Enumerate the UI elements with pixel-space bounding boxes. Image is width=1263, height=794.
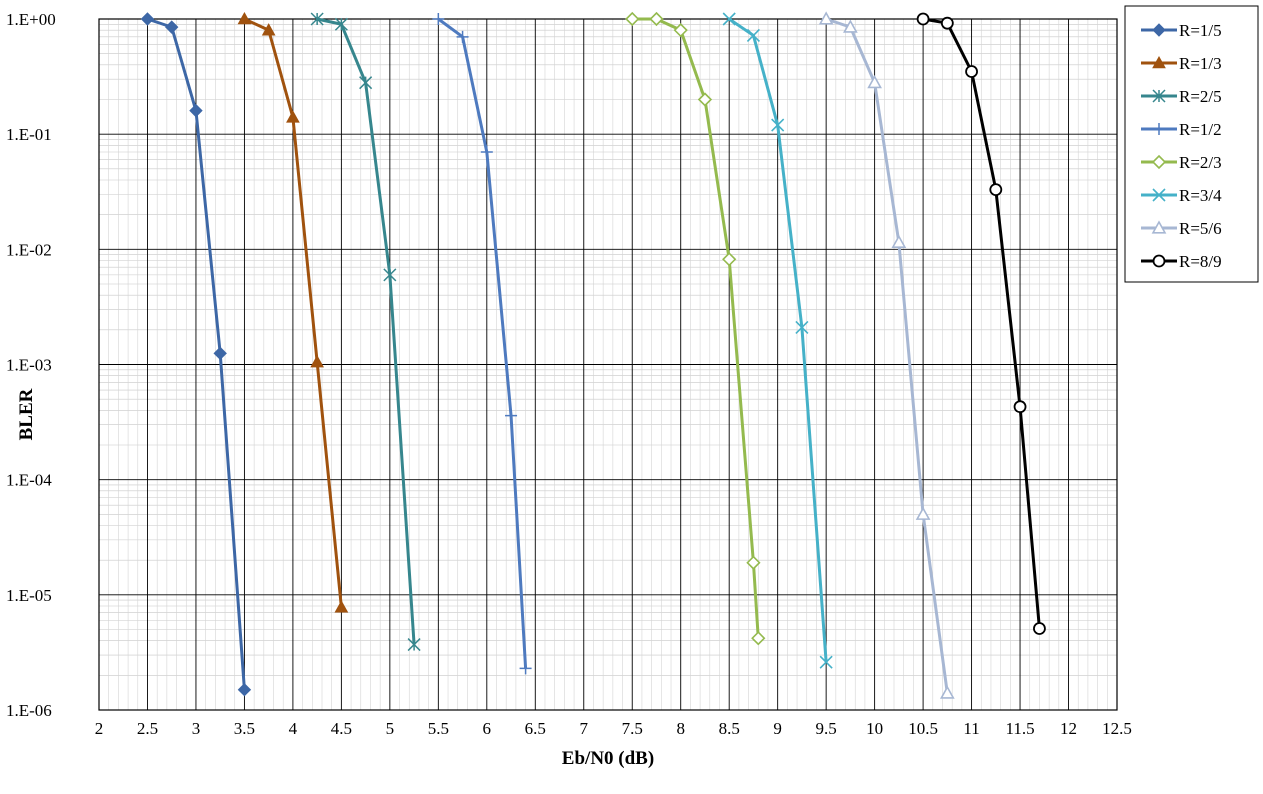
series-r-1-2 (432, 13, 531, 674)
data-point (990, 184, 1001, 195)
data-point (141, 13, 153, 25)
data-point (650, 13, 662, 25)
data-point (238, 684, 250, 696)
series-line (438, 19, 525, 668)
data-point (335, 601, 347, 612)
y-tick-label: 1.E-04 (6, 471, 52, 490)
x-tick-label: 9.5 (816, 719, 837, 738)
series-line (632, 19, 758, 638)
legend-marker (1154, 256, 1165, 267)
data-point (869, 77, 881, 88)
x-tick-label: 11 (963, 719, 979, 738)
data-point (360, 77, 372, 89)
data-point (166, 21, 178, 33)
y-axis-title: BLER (16, 388, 37, 440)
legend-box (1125, 6, 1258, 282)
legend-label: R=1/3 (1179, 54, 1222, 73)
data-point (520, 662, 532, 674)
x-tick-label: 5.5 (428, 719, 449, 738)
data-point (287, 111, 299, 122)
x-tick-label: 12 (1060, 719, 1077, 738)
y-tick-label: 1.E-01 (6, 125, 52, 144)
y-tick-label: 1.E+00 (6, 10, 56, 29)
legend-label: R=2/5 (1179, 87, 1222, 106)
legend-label: R=1/2 (1179, 120, 1222, 139)
x-tick-label: 9 (773, 719, 782, 738)
x-tick-label: 7.5 (622, 719, 643, 738)
y-axis-ticks: 1.E+00 1.E-01 1.E-02 1.E-03 1.E-04 1.E-05 1.E-… (6, 10, 56, 720)
legend: R=1/5 R=1/3 R=2/5 R=1/2 R=2/3 R=3/4 R=5/6 R=8/9 (1125, 6, 1258, 282)
series-line (826, 19, 947, 693)
y-tick-label: 1.E-05 (6, 586, 52, 605)
x-tick-label: 5 (386, 719, 395, 738)
legend-label: R=2/3 (1179, 153, 1222, 172)
data-point (723, 253, 735, 265)
data-point (505, 410, 517, 422)
data-point (1015, 401, 1026, 412)
data-point (918, 14, 929, 25)
data-point (699, 93, 711, 105)
x-tick-label: 8 (676, 719, 685, 738)
major-grid (99, 19, 1117, 710)
legend-label: R=3/4 (1179, 186, 1222, 205)
x-axis-title: Eb/N0 (dB) (562, 748, 654, 769)
data-point (1034, 623, 1045, 634)
legend-label: R=8/9 (1179, 252, 1222, 271)
x-tick-label: 3 (192, 719, 201, 738)
data-point (675, 24, 687, 36)
x-tick-label: 6 (483, 719, 492, 738)
series-r-2-5 (311, 13, 420, 651)
data-point (752, 632, 764, 644)
y-tick-label: 1.E-06 (6, 701, 52, 720)
x-tick-label: 2 (95, 719, 104, 738)
x-tick-label: 3.5 (234, 719, 255, 738)
x-tick-label: 4.5 (331, 719, 352, 738)
y-tick-label: 1.E-03 (6, 356, 52, 375)
x-tick-label: 4 (289, 719, 298, 738)
legend-label: R=1/5 (1179, 21, 1222, 40)
data-point (214, 347, 226, 359)
data-point (966, 66, 977, 77)
x-axis-ticks: 2 2.5 3 3.5 4 4.5 5 5.5 6 6.5 7 7.5 8 8.5 9 9.5 10 10.5 11… (95, 719, 1132, 738)
data-point (917, 508, 929, 519)
data-point (747, 557, 759, 569)
data-point (942, 18, 953, 29)
x-tick-label: 10.5 (908, 719, 938, 738)
x-tick-label: 7 (580, 719, 589, 738)
data-point (893, 236, 905, 247)
y-tick-label: 1.E-02 (6, 240, 52, 259)
series-r-2-3 (626, 13, 764, 644)
x-tick-label: 2.5 (137, 719, 158, 738)
data-point (626, 13, 638, 25)
data-point (408, 639, 420, 651)
data-point (311, 356, 323, 367)
x-tick-label: 8.5 (719, 719, 740, 738)
legend-label: R=5/6 (1179, 219, 1222, 238)
x-tick-label: 12.5 (1102, 719, 1132, 738)
x-tick-label: 10 (866, 719, 883, 738)
x-tick-label: 11.5 (1005, 719, 1034, 738)
data-point (481, 146, 493, 158)
data-point (190, 105, 202, 117)
x-tick-label: 6.5 (525, 719, 546, 738)
data-point (941, 687, 953, 698)
